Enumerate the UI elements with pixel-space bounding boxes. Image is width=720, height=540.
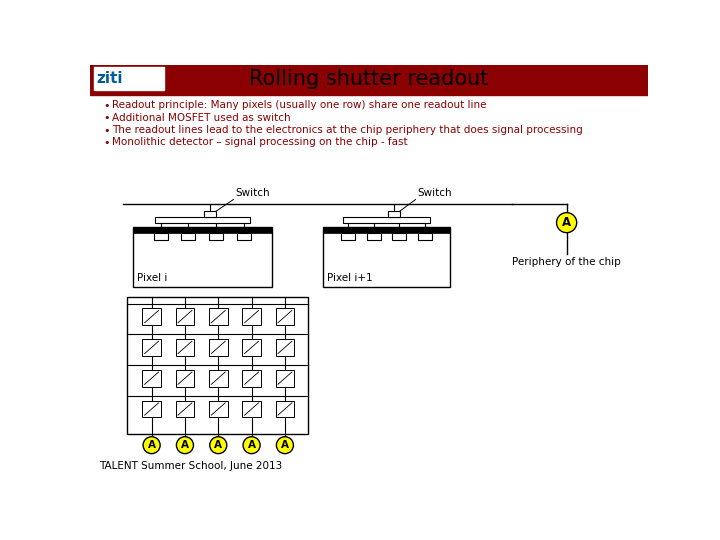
Bar: [276, 308, 294, 325]
Text: ziti: ziti: [96, 71, 122, 86]
Text: TALENT Summer School, June 2013: TALENT Summer School, June 2013: [99, 461, 282, 471]
Bar: [176, 370, 194, 387]
Bar: [209, 370, 228, 387]
Text: •: •: [104, 138, 110, 148]
Bar: [132, 226, 272, 233]
Bar: [323, 226, 451, 287]
Bar: [243, 308, 261, 325]
Bar: [204, 211, 216, 217]
Bar: [90, 65, 648, 92]
Circle shape: [557, 213, 577, 233]
Bar: [392, 233, 406, 240]
Bar: [343, 217, 431, 222]
Bar: [209, 308, 228, 325]
Text: A: A: [148, 440, 156, 450]
Bar: [388, 211, 400, 217]
Text: A: A: [181, 440, 189, 450]
Bar: [238, 233, 251, 240]
Bar: [127, 298, 307, 434]
Bar: [176, 339, 194, 356]
Bar: [132, 226, 272, 287]
Text: Periphery of the chip: Periphery of the chip: [512, 257, 621, 267]
Text: Rolling shutter readout: Rolling shutter readout: [249, 70, 489, 90]
Text: Monolithic detector – signal processing on the chip - fast: Monolithic detector – signal processing …: [112, 137, 408, 147]
Bar: [243, 370, 261, 387]
Text: •: •: [104, 101, 110, 111]
Circle shape: [143, 437, 160, 454]
Bar: [176, 401, 194, 417]
Text: The readout lines lead to the electronics at the chip periphery that does signal: The readout lines lead to the electronic…: [112, 125, 582, 135]
Text: A: A: [215, 440, 222, 450]
Bar: [155, 217, 250, 222]
Bar: [143, 370, 161, 387]
Bar: [276, 401, 294, 417]
Bar: [94, 67, 163, 90]
Text: A: A: [248, 440, 256, 450]
Bar: [209, 339, 228, 356]
Bar: [418, 233, 432, 240]
Circle shape: [176, 437, 194, 454]
Bar: [176, 308, 194, 325]
Bar: [153, 233, 168, 240]
Bar: [366, 233, 381, 240]
Bar: [209, 401, 228, 417]
Bar: [181, 233, 195, 240]
Circle shape: [276, 437, 294, 454]
Bar: [90, 92, 648, 95]
Circle shape: [210, 437, 227, 454]
Bar: [276, 370, 294, 387]
Text: Switch: Switch: [235, 188, 269, 198]
Text: Switch: Switch: [417, 188, 451, 198]
Bar: [143, 339, 161, 356]
Bar: [210, 233, 223, 240]
Bar: [243, 401, 261, 417]
Circle shape: [243, 437, 260, 454]
Bar: [143, 308, 161, 325]
Text: Pixel i+1: Pixel i+1: [327, 273, 373, 283]
Text: •: •: [104, 126, 110, 136]
Text: A: A: [281, 440, 289, 450]
Text: Pixel i: Pixel i: [138, 273, 168, 283]
Bar: [143, 401, 161, 417]
Text: A: A: [562, 216, 571, 229]
Bar: [341, 233, 355, 240]
Bar: [276, 339, 294, 356]
Bar: [243, 339, 261, 356]
Bar: [323, 226, 451, 233]
Text: Readout principle: Many pixels (usually one row) share one readout line: Readout principle: Many pixels (usually …: [112, 100, 486, 110]
Text: Additional MOSFET used as switch: Additional MOSFET used as switch: [112, 112, 290, 123]
Text: •: •: [104, 113, 110, 123]
